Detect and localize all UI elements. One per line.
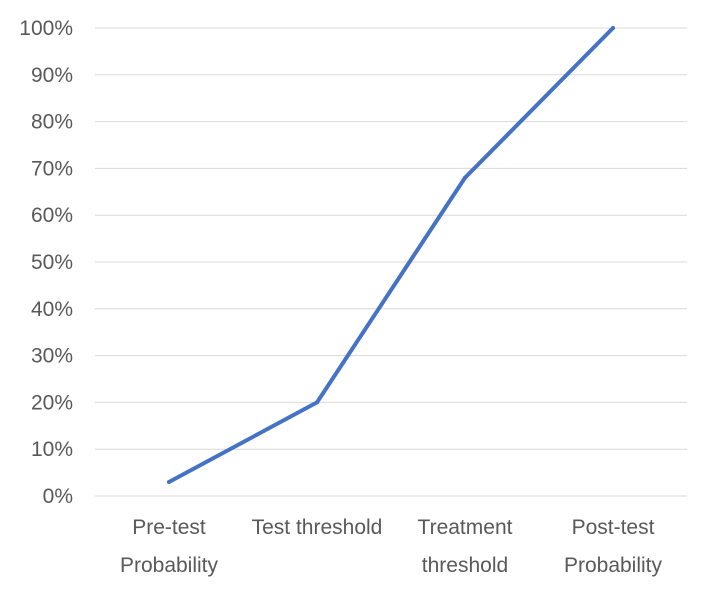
x-tick-label: threshold xyxy=(422,554,508,577)
series-layer xyxy=(167,26,615,484)
y-tick-label: 10% xyxy=(31,438,73,461)
y-tick-label: 60% xyxy=(31,204,73,227)
x-tick-label: Probability xyxy=(564,554,663,577)
data-point xyxy=(611,26,615,30)
x-tick-label: Pre-test xyxy=(132,516,206,539)
data-point xyxy=(167,479,171,484)
y-tick-label: 50% xyxy=(31,251,73,274)
y-axis-ticks: 0% 10% 20% 30% 40% 50% 60% 70% 80% 90% 100% xyxy=(19,17,73,508)
x-tick-label: Test threshold xyxy=(252,516,383,539)
series-line xyxy=(167,26,615,484)
y-tick-label: 0% xyxy=(43,485,73,508)
x-axis-ticks: Pre-test Probability Test threshold Treatme… xyxy=(120,516,663,577)
y-tick-label: 80% xyxy=(31,111,73,134)
y-tick-label: 100% xyxy=(19,17,73,40)
data-point xyxy=(315,400,319,405)
data-point xyxy=(463,175,467,180)
x-tick-label: Post-test xyxy=(572,516,655,539)
y-tick-label: 30% xyxy=(31,345,73,368)
y-tick-label: 90% xyxy=(31,64,73,87)
y-tick-label: 40% xyxy=(31,298,73,321)
y-tick-label: 20% xyxy=(31,391,73,414)
x-tick-label: Treatment xyxy=(418,516,513,539)
x-tick-label: Probability xyxy=(120,554,219,577)
y-tick-label: 70% xyxy=(31,157,73,180)
gridlines xyxy=(95,27,687,497)
